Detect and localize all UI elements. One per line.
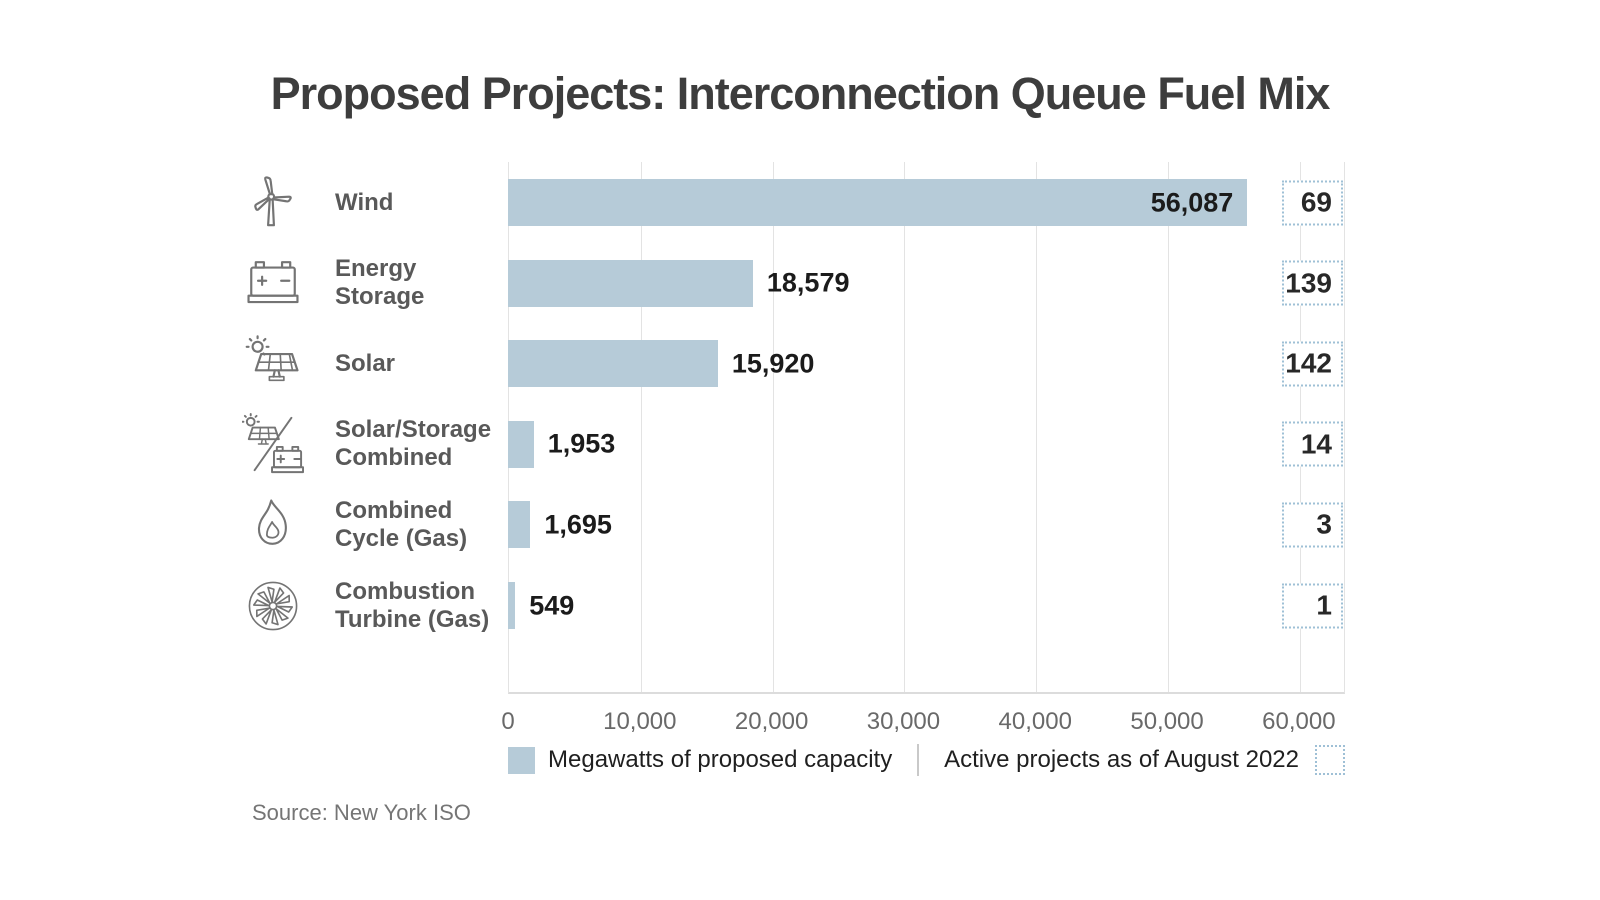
capacity-value-label: 1,695	[544, 509, 612, 540]
capacity-bar	[508, 420, 534, 468]
legend-capacity-item: Megawatts of proposed capacity	[508, 746, 892, 774]
bar-chart: Wind 56,087 69 Energy Storag	[240, 162, 1345, 735]
capacity-value-label: 1,953	[547, 428, 616, 459]
gridline	[1036, 162, 1038, 692]
gridline	[772, 162, 774, 692]
capacity-value-label: 18,579	[766, 267, 850, 298]
category-label: Energy Storage	[335, 255, 425, 311]
bar-row: Combustion Turbine (Gas) 549 1	[240, 578, 1345, 633]
solar-storage-icon	[240, 413, 306, 475]
category-label: Wind	[335, 188, 394, 216]
capacity-bar	[508, 582, 516, 629]
capacity-legend-label: Megawatts of proposed capacity	[548, 746, 893, 773]
active-projects-badge: 139	[1282, 260, 1343, 306]
bar-row: Wind 56,087 69	[240, 175, 1345, 226]
flame-icon	[240, 494, 306, 556]
capacity-value-label: 549	[529, 590, 575, 620]
active-projects-badge: 14	[1282, 421, 1343, 467]
active-projects-badge: 1	[1282, 583, 1343, 628]
axis-tick-label: 0	[501, 708, 515, 735]
category-label: Combined Cycle (Gas)	[335, 496, 468, 552]
category-label: Solar	[335, 349, 396, 377]
capacity-bar	[508, 501, 531, 549]
bar-row: Solar 15,920 142	[240, 334, 1345, 388]
axis-tick-label: 30,000	[866, 708, 941, 735]
turbine-fan-icon	[240, 575, 306, 637]
battery-icon	[240, 252, 306, 314]
active-projects-badge: 142	[1282, 341, 1343, 387]
gridline	[1168, 162, 1170, 692]
x-axis: 0 10,000 20,000 30,000 40,000 50,000 60,000	[501, 708, 1345, 738]
gridline	[640, 162, 642, 692]
gridline	[904, 162, 906, 692]
bar-row: Energy Storage 18,579 139	[240, 255, 1345, 310]
axis-tick-label: 50,000	[1130, 708, 1204, 735]
chart-title: Proposed Projects: Interconnection Queue…	[270, 68, 1331, 119]
capacity-value-label: 56,087	[1150, 187, 1234, 217]
active-projects-badge: 3	[1282, 502, 1343, 548]
axis-tick-label: 40,000	[998, 708, 1072, 735]
axis-tick-label: 10,000	[603, 708, 677, 735]
legend-projects-item: Active projects as of August 2022	[944, 745, 1345, 775]
axis-tick-label: 20,000	[734, 708, 809, 735]
projects-legend-dotted-box-icon	[1315, 745, 1345, 775]
capacity-legend-swatch	[508, 746, 535, 774]
capacity-bar	[508, 340, 718, 388]
legend-divider	[917, 744, 920, 776]
solar-panel-icon	[240, 333, 306, 395]
legend: Megawatts of proposed capacity Active pr…	[508, 742, 1345, 778]
bar-row: Solar/Storage Combined 1,953 14	[240, 413, 1345, 474]
capacity-bar	[508, 259, 753, 307]
axis-tick-label: 60,000	[1262, 708, 1336, 735]
active-projects-badge: 69	[1282, 180, 1343, 225]
category-label: Combustion Turbine (Gas)	[335, 577, 490, 633]
wind-turbine-icon	[240, 172, 306, 234]
capacity-value-label: 15,920	[731, 348, 815, 379]
category-label: Solar/Storage Combined	[335, 416, 492, 472]
source-note: Source: New York ISO	[252, 800, 471, 825]
projects-legend-label: Active projects as of August 2022	[944, 746, 1299, 773]
bar-row: Combined Cycle (Gas) 1,695 3	[240, 497, 1345, 552]
capacity-bar	[508, 179, 1248, 226]
